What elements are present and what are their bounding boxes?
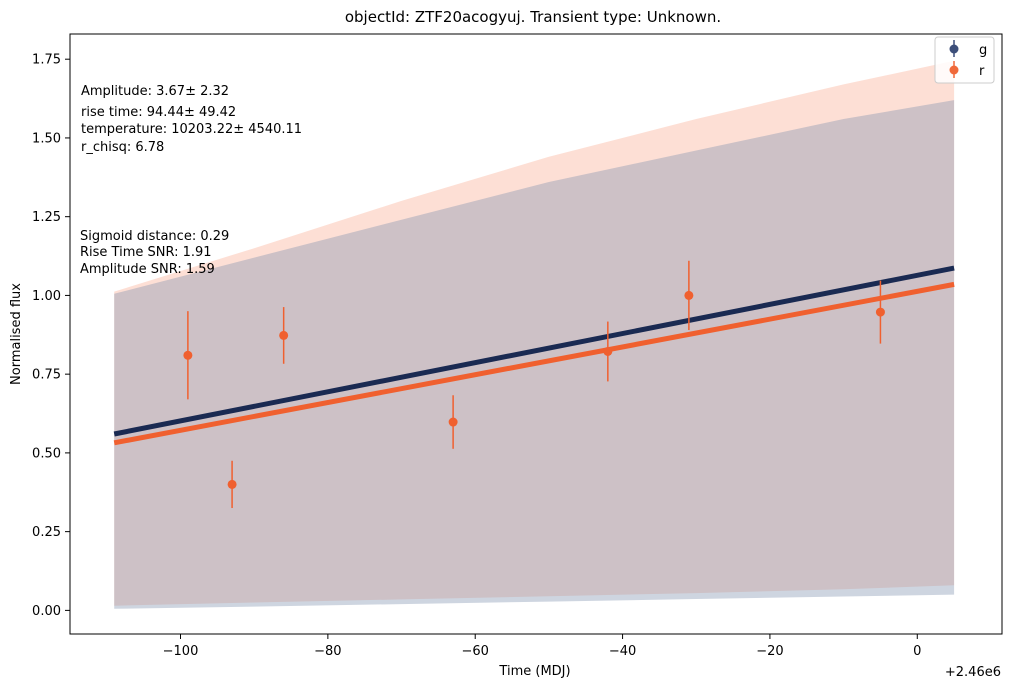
x-axis-offset: +2.46e6 <box>945 665 1001 680</box>
band-r <box>114 60 955 606</box>
data-point-r <box>684 290 694 300</box>
legend-r-label: r <box>979 64 985 79</box>
temperature-text: temperature: 10203.22± 4540.11 <box>81 122 302 137</box>
y-tick-label: 1.75 <box>32 53 61 68</box>
rise-time-text: rise time: 94.44± 49.42 <box>81 105 236 120</box>
y-tick-label: 0.00 <box>32 604 61 619</box>
x-tick-label: −40 <box>609 644 636 659</box>
snr-annotation: Sigmoid distance: 0.29 Rise Time SNR: 1.… <box>80 229 229 277</box>
y-tick-label: 1.00 <box>32 289 61 304</box>
x-tick-label: 0 <box>913 644 921 659</box>
legend-r-marker <box>949 65 959 75</box>
y-axis-label: Normalised flux <box>9 283 24 385</box>
data-point-r <box>279 330 289 340</box>
y-tick-label: 0.75 <box>32 368 61 383</box>
fit-stats-annotation: Amplitude: 3.67± 2.32 rise time: 94.44± … <box>81 84 302 155</box>
data-point-r <box>183 350 193 360</box>
y-tick-label: 1.50 <box>32 131 61 146</box>
amplitude-text: Amplitude: 3.67± 2.32 <box>81 84 229 99</box>
amplitude-snr-text: Amplitude SNR: 1.59 <box>80 262 215 277</box>
plot-frame <box>69 33 1003 635</box>
data-point-r <box>603 346 613 356</box>
x-tick-label: −80 <box>314 644 341 659</box>
sigmoid-distance-text: Sigmoid distance: 0.29 <box>80 229 229 244</box>
fit-line-r <box>113 281 955 446</box>
y-axis-ticks: 0.00 0.25 0.50 0.75 1.00 1.25 1.50 1.75 <box>32 53 70 619</box>
data-points <box>183 260 885 509</box>
data-point-r <box>227 479 237 489</box>
y-tick-label: 0.25 <box>32 525 61 540</box>
x-tick-label: −100 <box>163 644 199 659</box>
fit-lines <box>113 265 955 446</box>
data-point-r <box>875 307 885 317</box>
x-axis-label: Time (MDJ) <box>498 664 570 679</box>
r-chisq-text: r_chisq: 6.78 <box>81 140 164 155</box>
x-tick-label: −60 <box>461 644 488 659</box>
chart-title: objectId: ZTF20acogyuj. Transient type: … <box>345 8 721 26</box>
legend-g-marker <box>949 44 959 54</box>
y-tick-label: 0.50 <box>32 446 61 461</box>
x-axis-ticks: −100 −80 −60 −40 −20 0 <box>163 634 921 659</box>
rise-time-snr-text: Rise Time SNR: 1.91 <box>80 245 212 260</box>
uncertainty-bands <box>114 60 955 609</box>
y-tick-label: 1.25 <box>32 210 61 225</box>
band-g <box>114 100 955 609</box>
legend: g r <box>934 36 995 84</box>
fit-line-g <box>113 265 955 437</box>
data-point-r <box>448 417 458 427</box>
legend-g-label: g <box>979 43 987 58</box>
x-tick-label: −20 <box>756 644 783 659</box>
